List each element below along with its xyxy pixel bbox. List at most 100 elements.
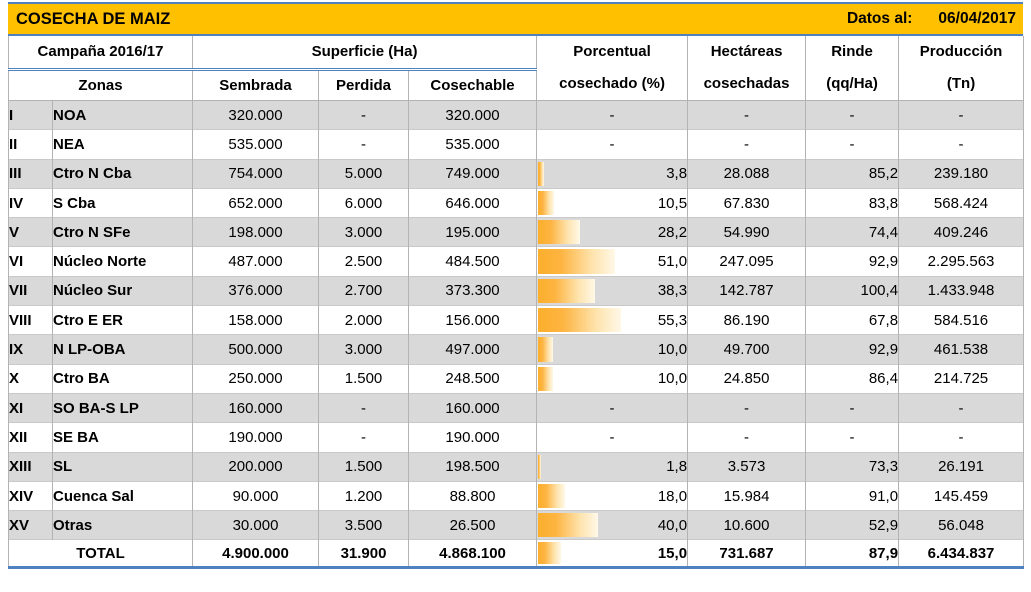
zone-number-cell[interactable]: IX: [8, 334, 53, 365]
produccion-cell[interactable]: -: [898, 422, 1025, 453]
cosechable-cell[interactable]: 320.000: [408, 99, 538, 130]
perdida-cell[interactable]: 1.200: [318, 480, 410, 511]
rinde-cell[interactable]: -: [805, 129, 900, 160]
rinde-cell[interactable]: 92,9: [805, 246, 900, 277]
sembrada-cell[interactable]: 500.000: [192, 334, 320, 365]
perdida-cell[interactable]: 3.000: [318, 217, 410, 247]
produccion-cell[interactable]: -: [898, 392, 1025, 423]
zone-number-cell[interactable]: XV: [8, 510, 53, 540]
sembrada-cell[interactable]: 30.000: [192, 510, 320, 540]
cosechable-cell[interactable]: 497.000: [408, 334, 538, 365]
perdida-cell[interactable]: 1.500: [318, 363, 410, 394]
perdida-cell[interactable]: -: [318, 392, 410, 423]
perdida-cell[interactable]: 3.500: [318, 510, 410, 540]
zone-number-cell[interactable]: VIII: [8, 305, 53, 335]
cosechable-cell[interactable]: 160.000: [408, 392, 538, 423]
cosechable-cell[interactable]: 156.000: [408, 305, 538, 335]
porcentual-cell[interactable]: 1,8: [536, 451, 689, 482]
total-produccion-cell[interactable]: 6.434.837: [898, 539, 1025, 570]
hectareas-cell[interactable]: 24.850: [687, 363, 807, 394]
zone-name-cell[interactable]: Cuenca Sal: [51, 480, 194, 511]
cosechable-cell[interactable]: 248.500: [408, 363, 538, 394]
rinde-cell[interactable]: 100,4: [805, 275, 900, 306]
cosechable-cell[interactable]: 646.000: [408, 187, 538, 218]
cosechable-cell[interactable]: 373.300: [408, 275, 538, 306]
sembrada-cell[interactable]: 190.000: [192, 422, 320, 453]
hectareas-cell[interactable]: 142.787: [687, 275, 807, 306]
zone-number-cell[interactable]: XIII: [8, 451, 53, 482]
zone-number-cell[interactable]: II: [8, 129, 53, 160]
produccion-cell[interactable]: -: [898, 129, 1025, 160]
zone-name-cell[interactable]: Ctro BA: [51, 363, 194, 394]
rinde-cell[interactable]: 85,2: [805, 158, 900, 189]
zone-number-cell[interactable]: X: [8, 363, 53, 394]
hectareas-cell[interactable]: -: [687, 99, 807, 130]
zone-name-cell[interactable]: NEA: [51, 129, 194, 160]
rinde-cell[interactable]: 92,9: [805, 334, 900, 365]
zone-name-cell[interactable]: SO BA-S LP: [51, 392, 194, 423]
porcentual-cell[interactable]: -: [536, 392, 689, 423]
hectareas-cell[interactable]: 3.573: [687, 451, 807, 482]
zone-number-cell[interactable]: I: [8, 99, 53, 130]
zone-name-cell[interactable]: SL: [51, 451, 194, 482]
produccion-cell[interactable]: 568.424: [898, 187, 1025, 218]
zone-name-cell[interactable]: Ctro E ER: [51, 305, 194, 335]
total-cosechable-cell[interactable]: 4.868.100: [408, 539, 538, 570]
hectareas-cell[interactable]: 28.088: [687, 158, 807, 189]
rinde-cell[interactable]: 91,0: [805, 480, 900, 511]
rinde-cell[interactable]: 83,8: [805, 187, 900, 218]
hectareas-cell[interactable]: 54.990: [687, 217, 807, 247]
cosechable-cell[interactable]: 190.000: [408, 422, 538, 453]
sembrada-cell[interactable]: 487.000: [192, 246, 320, 277]
zone-number-cell[interactable]: V: [8, 217, 53, 247]
cosechable-cell[interactable]: 198.500: [408, 451, 538, 482]
produccion-cell[interactable]: 26.191: [898, 451, 1025, 482]
perdida-cell[interactable]: 5.000: [318, 158, 410, 189]
rinde-cell[interactable]: 73,3: [805, 451, 900, 482]
zone-name-cell[interactable]: Ctro N Cba: [51, 158, 194, 189]
total-rinde-cell[interactable]: 87,9: [805, 539, 900, 570]
as-of-date-cell[interactable]: 06/04/2017: [938, 10, 1016, 27]
hectareas-cell[interactable]: 49.700: [687, 334, 807, 365]
cosechable-cell[interactable]: 484.500: [408, 246, 538, 277]
cosechable-cell[interactable]: 195.000: [408, 217, 538, 247]
hectareas-cell[interactable]: -: [687, 392, 807, 423]
porcentual-cell[interactable]: 55,3: [536, 305, 689, 335]
porcentual-cell[interactable]: 18,0: [536, 480, 689, 511]
total-hectareas-cell[interactable]: 731.687: [687, 539, 807, 570]
cosechable-cell[interactable]: 88.800: [408, 480, 538, 511]
perdida-cell[interactable]: 2.000: [318, 305, 410, 335]
zone-name-cell[interactable]: Núcleo Sur: [51, 275, 194, 306]
zone-name-cell[interactable]: Núcleo Norte: [51, 246, 194, 277]
zone-name-cell[interactable]: NOA: [51, 99, 194, 130]
produccion-cell[interactable]: 461.538: [898, 334, 1025, 365]
produccion-cell[interactable]: 1.433.948: [898, 275, 1025, 306]
zone-number-cell[interactable]: VII: [8, 275, 53, 306]
porcentual-cell[interactable]: -: [536, 99, 689, 130]
produccion-cell[interactable]: 409.246: [898, 217, 1025, 247]
rinde-cell[interactable]: -: [805, 99, 900, 130]
hectareas-cell[interactable]: 86.190: [687, 305, 807, 335]
produccion-cell[interactable]: 239.180: [898, 158, 1025, 189]
hectareas-cell[interactable]: -: [687, 422, 807, 453]
produccion-cell[interactable]: 584.516: [898, 305, 1025, 335]
sembrada-cell[interactable]: 754.000: [192, 158, 320, 189]
zone-number-cell[interactable]: VI: [8, 246, 53, 277]
hectareas-cell[interactable]: 15.984: [687, 480, 807, 511]
cosechable-cell[interactable]: 749.000: [408, 158, 538, 189]
sembrada-cell[interactable]: 160.000: [192, 392, 320, 423]
porcentual-cell[interactable]: 40,0: [536, 510, 689, 540]
zone-number-cell[interactable]: XII: [8, 422, 53, 453]
produccion-cell[interactable]: 56.048: [898, 510, 1025, 540]
produccion-cell[interactable]: 145.459: [898, 480, 1025, 511]
sembrada-cell[interactable]: 158.000: [192, 305, 320, 335]
porcentual-cell[interactable]: 3,8: [536, 158, 689, 189]
rinde-cell[interactable]: 67,8: [805, 305, 900, 335]
porcentual-cell[interactable]: 28,2: [536, 217, 689, 247]
porcentual-cell[interactable]: 51,0: [536, 246, 689, 277]
porcentual-cell[interactable]: 10,0: [536, 334, 689, 365]
sembrada-cell[interactable]: 200.000: [192, 451, 320, 482]
porcentual-cell[interactable]: 10,0: [536, 363, 689, 394]
rinde-cell[interactable]: 86,4: [805, 363, 900, 394]
rinde-cell[interactable]: -: [805, 422, 900, 453]
